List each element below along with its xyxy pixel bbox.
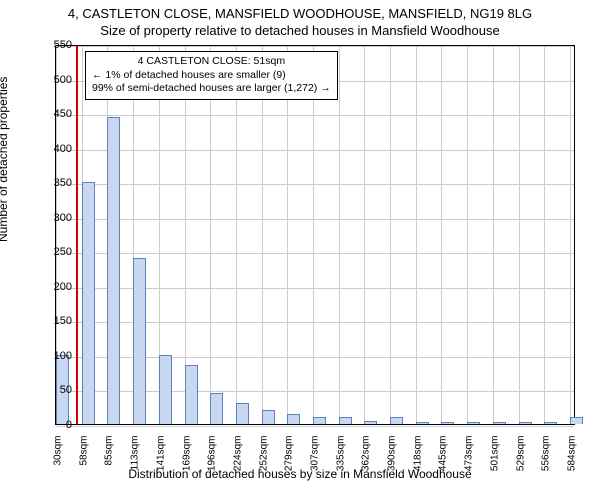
- y-axis-label: Number of detached properties: [0, 77, 10, 242]
- bar: [519, 422, 532, 424]
- x-tick-label: 58sqm: [79, 436, 90, 476]
- y-tick-label: 200: [42, 281, 72, 293]
- bar: [185, 365, 198, 424]
- x-tick-label: 224sqm: [233, 436, 244, 476]
- grid-line-v: [416, 46, 417, 424]
- x-tick-label: 30sqm: [53, 436, 64, 476]
- grid-line-v: [313, 46, 314, 424]
- reference-line: [76, 46, 78, 424]
- chart-title-sub: Size of property relative to detached ho…: [0, 21, 600, 38]
- x-tick-label: 390sqm: [387, 436, 398, 476]
- grid-line-v: [519, 46, 520, 424]
- grid-line-v: [441, 46, 442, 424]
- x-tick-label: 335sqm: [336, 436, 347, 476]
- grid-line-v: [339, 46, 340, 424]
- x-tick-label: 141sqm: [156, 436, 167, 476]
- bar: [159, 355, 172, 424]
- grid-line-v: [390, 46, 391, 424]
- bar: [339, 417, 352, 424]
- x-tick-label: 473sqm: [464, 436, 475, 476]
- bar: [107, 117, 120, 424]
- x-tick-label: 196sqm: [207, 436, 218, 476]
- bar: [467, 422, 480, 424]
- chart-title-main: 4, CASTLETON CLOSE, MANSFIELD WOODHOUSE,…: [0, 0, 600, 21]
- bar: [570, 417, 583, 424]
- x-tick-label: 279sqm: [284, 436, 295, 476]
- y-tick-label: 250: [42, 246, 72, 258]
- info-line-1: 4 CASTLETON CLOSE: 51sqm: [92, 55, 331, 69]
- x-tick-label: 362sqm: [361, 436, 372, 476]
- bar: [133, 258, 146, 424]
- y-tick-label: 0: [42, 419, 72, 431]
- x-tick-label: 85sqm: [104, 436, 115, 476]
- grid-line-v: [210, 46, 211, 424]
- bar: [441, 422, 454, 424]
- x-tick-label: 584sqm: [567, 436, 578, 476]
- y-tick-label: 350: [42, 177, 72, 189]
- grid-line-h: [56, 426, 574, 427]
- bar: [262, 410, 275, 424]
- x-tick-label: 418sqm: [413, 436, 424, 476]
- y-tick-label: 500: [42, 74, 72, 86]
- grid-line-v: [287, 46, 288, 424]
- bar: [544, 422, 557, 424]
- x-tick-label: 252sqm: [259, 436, 270, 476]
- info-line-3: 99% of semi-detached houses are larger (…: [92, 82, 331, 96]
- x-tick-label: 529sqm: [516, 436, 527, 476]
- grid-line-v: [467, 46, 468, 424]
- y-tick-label: 50: [42, 384, 72, 396]
- x-tick-label: 556sqm: [541, 436, 552, 476]
- bar: [390, 417, 403, 424]
- bar: [493, 422, 506, 424]
- y-tick-label: 300: [42, 212, 72, 224]
- y-tick-label: 450: [42, 108, 72, 120]
- grid-line-v: [544, 46, 545, 424]
- x-tick-label: 169sqm: [182, 436, 193, 476]
- bar: [364, 421, 377, 424]
- x-axis-label: Distribution of detached houses by size …: [0, 467, 600, 481]
- grid-line-v: [570, 46, 571, 424]
- chart-container: [55, 45, 575, 425]
- info-box: 4 CASTLETON CLOSE: 51sqm ← 1% of detache…: [85, 51, 338, 100]
- y-tick-label: 100: [42, 350, 72, 362]
- bar: [210, 393, 223, 424]
- grid-line-v: [236, 46, 237, 424]
- grid-line-v: [364, 46, 365, 424]
- x-tick-label: 445sqm: [438, 436, 449, 476]
- x-tick-label: 501sqm: [490, 436, 501, 476]
- bar: [236, 403, 249, 424]
- bar: [82, 182, 95, 424]
- x-tick-label: 113sqm: [130, 436, 141, 476]
- bar: [416, 422, 429, 424]
- bar: [287, 414, 300, 424]
- info-line-2: ← 1% of detached houses are smaller (9): [92, 69, 331, 83]
- y-tick-label: 400: [42, 143, 72, 155]
- y-tick-label: 150: [42, 315, 72, 327]
- bar: [313, 417, 326, 424]
- y-tick-label: 550: [42, 39, 72, 51]
- grid-line-v: [493, 46, 494, 424]
- x-tick-label: 307sqm: [310, 436, 321, 476]
- plot-area: [56, 46, 574, 424]
- grid-line-v: [262, 46, 263, 424]
